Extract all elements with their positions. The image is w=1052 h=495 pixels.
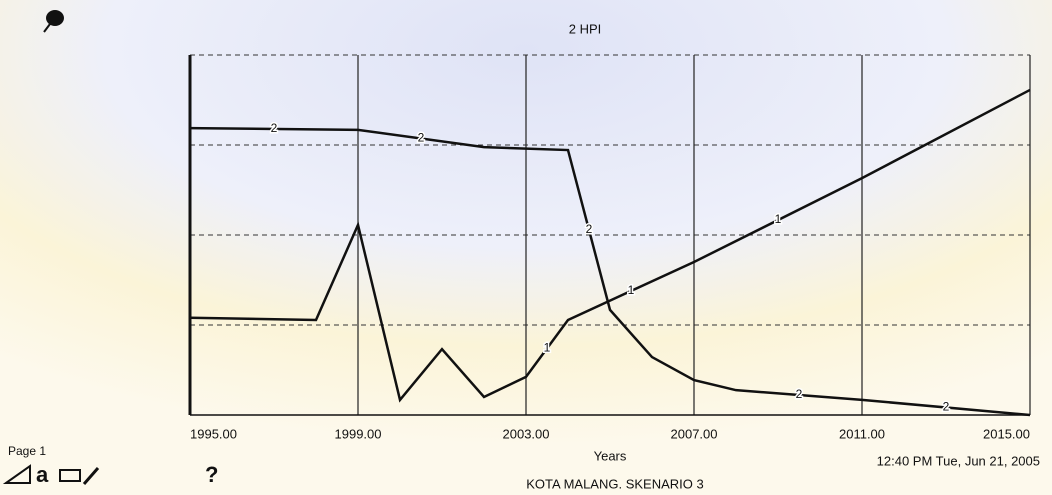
pin-icon-stem xyxy=(43,23,51,33)
print-icon[interactable] xyxy=(59,469,81,482)
series-marker-label: 2 xyxy=(586,222,593,236)
toolbar-icons: a xyxy=(2,462,100,487)
x-tick-label: 2007.00 xyxy=(671,426,718,441)
series-marker-label: 2 xyxy=(271,121,278,135)
x-tick-label: 1999.00 xyxy=(335,426,382,441)
series-marker-label: 2 xyxy=(418,131,425,145)
caption: KOTA MALANG. SKENARIO 3 xyxy=(526,476,703,491)
series-line xyxy=(189,126,1031,417)
x-axis-label: Years xyxy=(594,448,627,463)
page-label: Page 1 xyxy=(8,444,46,458)
x-tick-label: 2003.00 xyxy=(503,426,550,441)
wand-icon[interactable] xyxy=(82,467,100,485)
series-marker-label: 1 xyxy=(775,212,782,226)
x-tick-label: 1995.00 xyxy=(190,426,237,441)
lock-icon[interactable]: a xyxy=(36,462,49,487)
timestamp: 12:40 PM Tue, Jun 21, 2005 xyxy=(877,453,1040,468)
x-tick-label: 2015.00 xyxy=(983,426,1030,441)
series-marker-label: 1 xyxy=(628,283,635,297)
pin-icon xyxy=(46,10,64,26)
series-line xyxy=(189,88,1031,403)
series-marker-label: 2 xyxy=(796,387,803,401)
series-marker-label: 2 xyxy=(943,400,950,414)
x-tick-label: 2011.00 xyxy=(839,426,885,441)
pointer-icon[interactable] xyxy=(2,464,31,484)
help-icon[interactable]: ? xyxy=(205,462,218,487)
series-marker-label: 1 xyxy=(544,341,551,355)
chart-title: 2 HPI xyxy=(569,21,602,36)
